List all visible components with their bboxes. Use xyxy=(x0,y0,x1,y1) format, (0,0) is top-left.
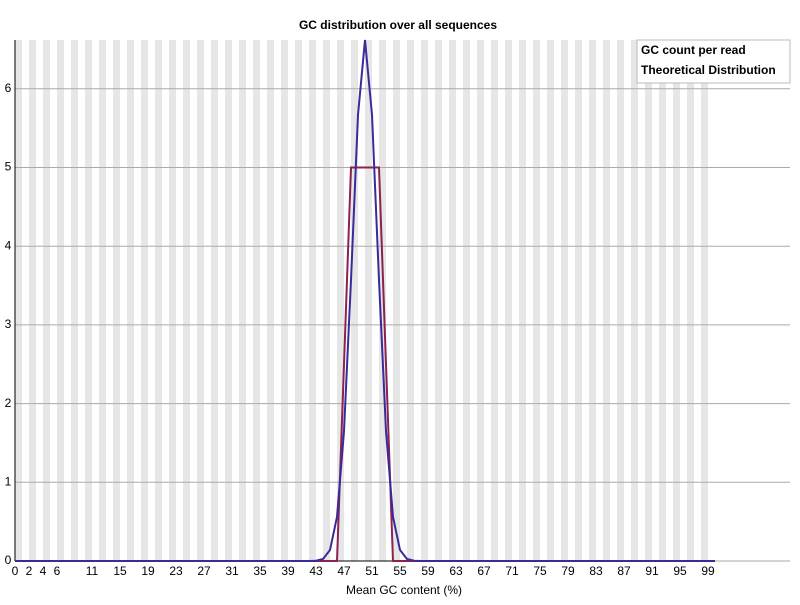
stripe xyxy=(477,40,484,561)
stripe xyxy=(113,40,120,561)
stripe xyxy=(407,40,414,561)
stripe xyxy=(29,40,36,561)
stripe xyxy=(421,40,428,561)
line xyxy=(15,39,715,562)
x-tick-label: 15 xyxy=(113,564,127,578)
x-tick-label: 6 xyxy=(54,564,61,578)
x-tick-label: 11 xyxy=(86,564,99,578)
stripe xyxy=(631,40,638,561)
stripe xyxy=(519,40,526,561)
stripe xyxy=(323,40,330,561)
stripe xyxy=(225,40,232,561)
y-tick-label: 3 xyxy=(5,317,12,331)
stripe xyxy=(463,40,470,561)
stripe xyxy=(295,40,302,561)
y-tick-label: 1 xyxy=(5,474,12,488)
stripe xyxy=(505,40,512,561)
x-tick-label: 71 xyxy=(505,564,519,578)
stripe xyxy=(379,40,386,561)
x-tick-label: 2 xyxy=(26,564,33,578)
stripe xyxy=(15,40,22,561)
x-tick-label: 0 xyxy=(12,564,19,578)
stripe xyxy=(449,40,456,561)
stripe xyxy=(309,40,316,561)
legend-entry: Theoretical Distribution xyxy=(641,63,776,77)
x-tick-label: 35 xyxy=(253,564,267,578)
x-tick-label: 75 xyxy=(533,564,547,578)
stripe xyxy=(141,40,148,561)
x-tick-label: 83 xyxy=(589,564,603,578)
stripe xyxy=(603,40,610,561)
x-tick-label: 63 xyxy=(449,564,463,578)
x-tick-label: 31 xyxy=(225,564,239,578)
stripe xyxy=(155,40,162,561)
chart-title: GC distribution over all sequences xyxy=(299,18,497,32)
x-tick-label: 47 xyxy=(337,564,351,578)
stripe xyxy=(491,40,498,561)
x-tick-label: 27 xyxy=(197,564,211,578)
stripe xyxy=(239,40,246,561)
y-tick-label: 6 xyxy=(5,81,12,95)
stripe xyxy=(197,40,204,561)
legend-box xyxy=(636,39,791,84)
x-tick-label: 51 xyxy=(365,564,379,578)
stripe xyxy=(365,40,372,561)
x-tick-label: 55 xyxy=(393,564,407,578)
stripe xyxy=(169,40,176,561)
x-tick-label: 4 xyxy=(40,564,47,578)
stripe xyxy=(183,40,190,561)
y-tick-label: 0 xyxy=(5,553,12,567)
stripe xyxy=(267,40,274,561)
y-tick-label: 4 xyxy=(5,238,12,252)
stripe xyxy=(533,40,540,561)
stripe xyxy=(547,40,554,561)
y-tick-label: 5 xyxy=(5,160,12,174)
stripe xyxy=(127,40,134,561)
x-tick-label: 79 xyxy=(561,564,575,578)
stripe xyxy=(337,40,344,561)
x-tick-label: 43 xyxy=(309,564,323,578)
stripe xyxy=(57,40,64,561)
stripe xyxy=(43,40,50,561)
x-tick-label: 59 xyxy=(421,564,435,578)
stripe xyxy=(617,40,624,561)
stripe xyxy=(435,40,442,561)
stripe xyxy=(211,40,218,561)
stripe xyxy=(701,40,708,561)
stripe xyxy=(687,40,694,561)
stripe xyxy=(589,40,596,561)
x-tick-label: 67 xyxy=(477,564,491,578)
x-tick-label: 99 xyxy=(701,564,715,578)
x-tick-label: 19 xyxy=(141,564,155,578)
stripe xyxy=(351,40,358,561)
stripe xyxy=(281,40,288,561)
stripe xyxy=(673,40,680,561)
x-tick-label: 87 xyxy=(617,564,631,578)
stripe xyxy=(71,40,78,561)
x-axis-label: Mean GC content (%) xyxy=(346,583,462,597)
x-tick-label: 91 xyxy=(645,564,659,578)
stripe xyxy=(253,40,260,561)
stripe xyxy=(393,40,400,561)
x-tick-label: 95 xyxy=(673,564,687,578)
stripe xyxy=(561,40,568,561)
stripe xyxy=(575,40,582,561)
stripe xyxy=(659,40,666,561)
x-tick-label: 39 xyxy=(281,564,295,578)
legend-entry: GC count per read xyxy=(641,43,746,57)
stripe xyxy=(85,40,92,561)
y-tick-label: 2 xyxy=(5,396,12,410)
stripe xyxy=(645,40,652,561)
x-tick-label: 23 xyxy=(169,564,183,578)
stripe xyxy=(99,40,106,561)
